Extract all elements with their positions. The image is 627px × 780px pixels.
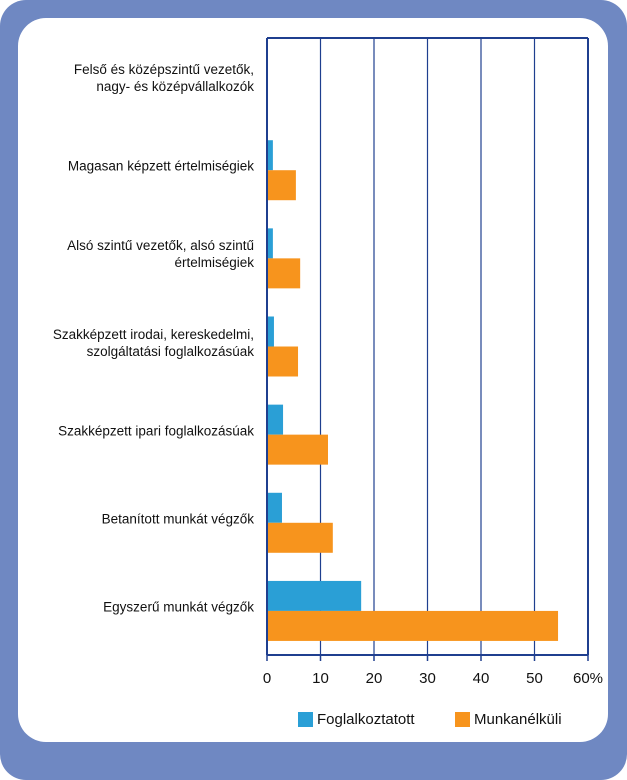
legend-swatch: [298, 712, 313, 727]
y-tick-label: Magasan képzett értelmiségiek: [67, 158, 254, 174]
bar: [267, 346, 299, 377]
x-tick-label: 0: [263, 670, 271, 687]
bar: [267, 316, 274, 347]
y-tick-label: Betanított munkát végzők: [101, 511, 254, 527]
bar: [267, 228, 273, 259]
x-tick-label: 50: [526, 670, 543, 687]
bar: [267, 492, 282, 523]
y-tick-label: Szakképzett irodai, kereskedelmi, szolgá…: [52, 326, 254, 359]
panel: [18, 18, 608, 742]
y-tick-label: Alsó szintű vezetők, alsó szintű értelmi…: [67, 238, 254, 271]
bar: [267, 580, 362, 611]
x-tick-label: 40: [473, 670, 490, 687]
y-tick-label: Egyszerű munkát végzők: [103, 599, 254, 615]
bar: [267, 522, 333, 553]
legend-swatch: [455, 712, 470, 727]
bar: [267, 140, 273, 171]
x-tick-label: 10: [312, 670, 329, 687]
x-tick-label: 30: [419, 670, 436, 687]
x-tick-label: 60%: [573, 670, 603, 687]
bar: [267, 258, 301, 289]
x-tick-label: 20: [366, 670, 383, 687]
legend-label: Foglalkoztatott: [317, 711, 415, 728]
y-tick-label: Felső és középszintű vezetők, nagy- és k…: [73, 62, 254, 95]
bar: [267, 404, 284, 435]
bar: [267, 434, 328, 465]
bar: [267, 610, 559, 641]
y-tick-label: Szakképzett ipari foglalkozásúak: [58, 423, 254, 439]
legend-label: Munkanélküli: [474, 711, 562, 728]
bar: [267, 170, 296, 201]
